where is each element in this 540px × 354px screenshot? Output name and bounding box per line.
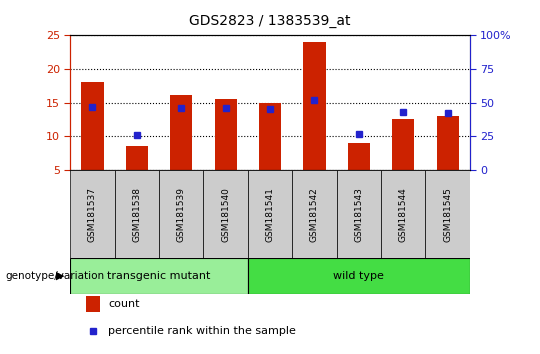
Bar (392, 119, 414, 170)
Text: GSM181545: GSM181545 (443, 187, 452, 242)
Text: GSM181538: GSM181538 (132, 187, 141, 242)
Bar (436, 116, 458, 170)
Bar (259, 103, 281, 170)
Bar (86, 296, 100, 312)
Text: GSM181544: GSM181544 (399, 187, 408, 241)
Bar (381, 170, 426, 258)
Bar (248, 170, 292, 258)
Bar (214, 99, 237, 170)
Text: GSM181542: GSM181542 (310, 187, 319, 241)
Bar (303, 42, 326, 170)
Text: percentile rank within the sample: percentile rank within the sample (108, 326, 296, 336)
Bar (114, 170, 159, 258)
Text: GSM181543: GSM181543 (354, 187, 363, 242)
Bar (70, 170, 114, 258)
Text: GSM181541: GSM181541 (266, 187, 274, 242)
Bar (70, 258, 248, 294)
Bar (82, 82, 104, 170)
Text: transgenic mutant: transgenic mutant (107, 271, 211, 281)
Text: wild type: wild type (333, 271, 384, 281)
Text: GSM181537: GSM181537 (88, 187, 97, 242)
Text: GSM181539: GSM181539 (177, 187, 186, 242)
Bar (126, 147, 148, 170)
Bar (336, 170, 381, 258)
Bar (348, 143, 370, 170)
Text: GSM181540: GSM181540 (221, 187, 230, 242)
Bar (170, 95, 192, 170)
Bar (204, 170, 248, 258)
Bar (159, 170, 204, 258)
Text: GDS2823 / 1383539_at: GDS2823 / 1383539_at (189, 14, 351, 28)
Text: count: count (108, 299, 140, 309)
Text: genotype/variation: genotype/variation (5, 271, 105, 281)
Bar (292, 170, 336, 258)
Text: ▶: ▶ (56, 271, 65, 281)
Bar (426, 170, 470, 258)
Bar (248, 258, 470, 294)
